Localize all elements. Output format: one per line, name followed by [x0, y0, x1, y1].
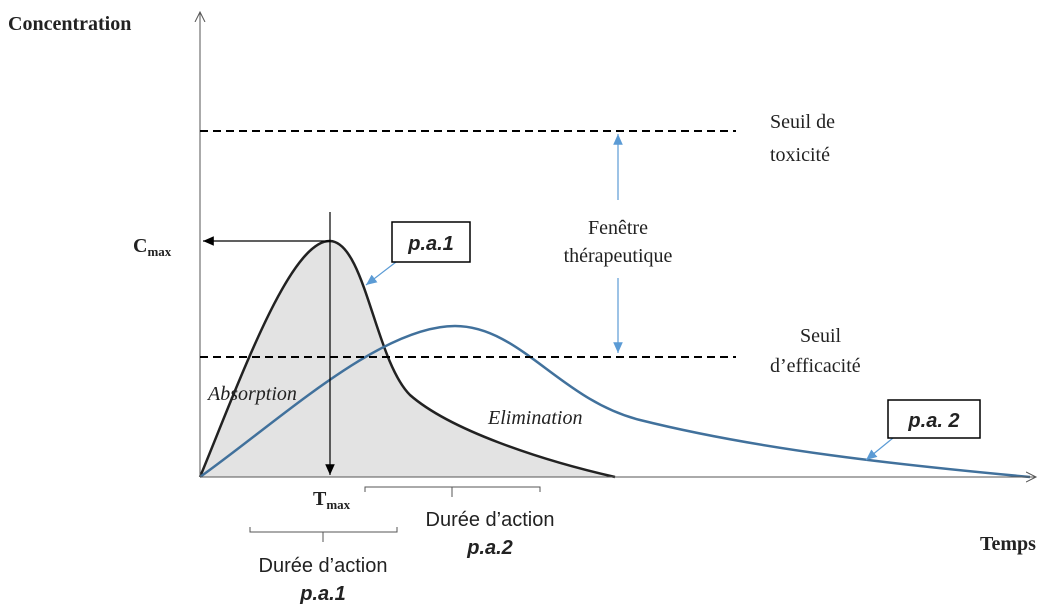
tmax-main: T	[313, 488, 327, 510]
efficacy-label: d’efficacité	[770, 355, 861, 377]
x-axis-label: Temps	[980, 533, 1036, 555]
drug1-label: p.a.1	[407, 233, 454, 255]
elimination-label: Elimination	[487, 407, 582, 429]
drug2-label: p.a. 2	[907, 410, 959, 432]
cmax-sub: max	[147, 244, 171, 259]
toxicity-label: Seuil de	[770, 111, 835, 133]
efficacy-label: Seuil	[800, 325, 842, 347]
y-axis-label: Concentration	[8, 13, 131, 35]
toxicity-label: toxicité	[770, 144, 830, 166]
window-label: thérapeutique	[564, 245, 673, 267]
absorption-label: Absorption	[206, 383, 297, 405]
cmax-label: Cmax	[133, 235, 172, 259]
curves	[198, 239, 1031, 479]
axes	[200, 12, 1036, 542]
tmax-sub: max	[326, 497, 350, 512]
window-label: Fenêtre	[588, 217, 648, 239]
tmax-label: Tmax	[313, 488, 351, 512]
duration-label: p.a.2	[466, 537, 513, 559]
duration-label: Durée d’action	[259, 555, 388, 577]
duration-label: Durée d’action	[426, 509, 555, 531]
cmax-main: C	[133, 235, 147, 257]
duration-label: p.a.1	[299, 583, 346, 605]
